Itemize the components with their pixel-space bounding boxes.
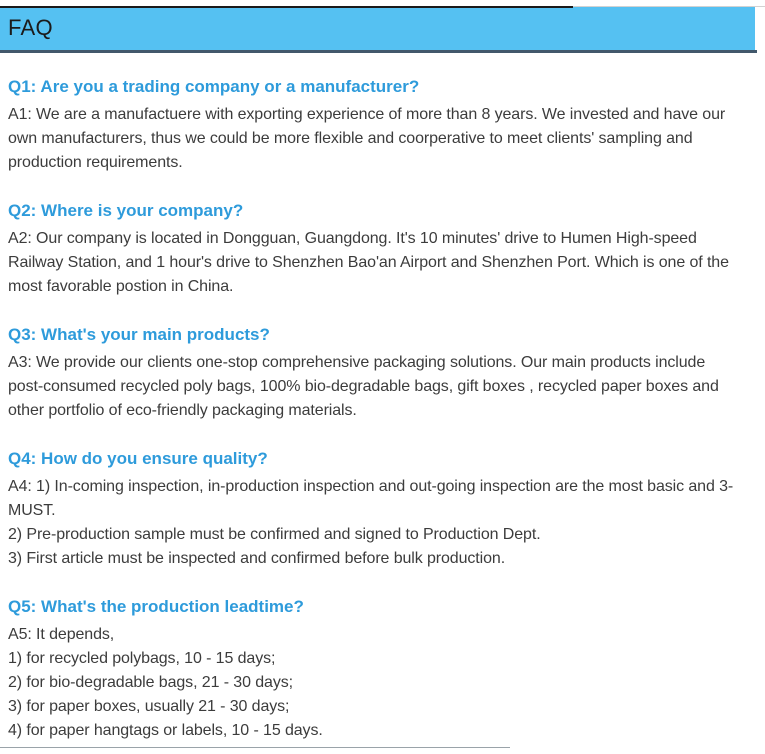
faq-answer: A3: We provide our clients one-stop comp… [8,351,740,423]
faq-answer: A1: We are a manufactuere with exporting… [8,103,740,175]
faq-answer-line: A3: We provide our clients one-stop comp… [8,354,719,419]
faq-item: Q3: What's your main products? A3: We pr… [8,325,740,423]
top-divider-line-dark [0,6,573,8]
faq-answer: A2: Our company is located in Dongguan, … [8,227,740,299]
faq-page: FAQ Q1: Are you a trading company or a m… [0,6,765,748]
faq-answer-line: A4: 1) In-coming inspection, in-producti… [8,478,734,519]
faq-item: Q1: Are you a trading company or a manuf… [8,77,740,175]
faq-answer-line: A5: It depends, [8,626,115,643]
faq-question: Q4: How do you ensure quality? [8,449,268,468]
faq-content: Q1: Are you a trading company or a manuf… [0,53,765,743]
faq-section-header: FAQ [0,6,755,50]
header-bottom-border [0,50,757,53]
faq-answer-line: 3) for paper boxes, usually 21 - 30 days… [8,698,290,715]
faq-answer-line: 4) for paper hangtags or labels, 10 - 15… [8,722,323,739]
faq-question: Q5: What's the production leadtime? [8,597,304,616]
faq-item: Q2: Where is your company? A2: Our compa… [8,201,740,299]
faq-answer: A5: It depends, 1) for recycled polybags… [8,623,740,743]
faq-answer-line: 3) First article must be inspected and c… [8,550,506,567]
page-title: FAQ [8,15,53,40]
faq-answer-line: 1) for recycled polybags, 10 - 15 days; [8,650,276,667]
faq-item: Q5: What's the production leadtime? A5: … [8,597,740,743]
faq-answer-line: A2: Our company is located in Dongguan, … [8,230,729,295]
faq-answer-line: 2) for bio-degradable bags, 21 - 30 days… [8,674,293,691]
faq-answer-line: 2) Pre-production sample must be confirm… [8,526,541,543]
faq-answer-line: A1: We are a manufactuere with exporting… [8,106,726,171]
faq-question: Q1: Are you a trading company or a manuf… [8,77,420,96]
faq-answer: A4: 1) In-coming inspection, in-producti… [8,475,740,571]
faq-item: Q4: How do you ensure quality? A4: 1) In… [8,449,740,571]
faq-question: Q2: Where is your company? [8,201,244,220]
faq-question: Q3: What's your main products? [8,325,270,344]
